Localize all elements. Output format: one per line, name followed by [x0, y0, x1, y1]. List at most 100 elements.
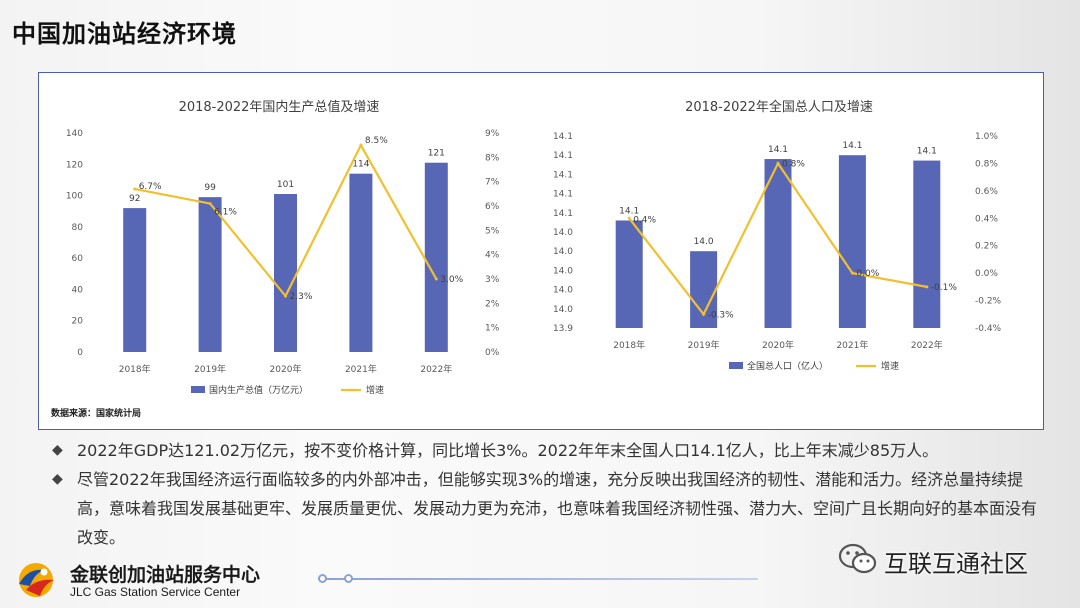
- diamond-bullet-icon: ◆: [52, 442, 63, 458]
- chart-svg: 2018-2022年全国总人口及增速 13.9 14.0 14.0 14.0 14.0 14…: [553, 99, 1002, 372]
- y-right-tick-label: 3%: [485, 275, 500, 285]
- y-right-tick-label: 9%: [485, 129, 500, 139]
- charts-panel: 2018-2022年国内生产总值及增速 0 20 40 60 80 100 120 140 0% 1…: [38, 72, 1044, 430]
- bar: [123, 208, 147, 352]
- y-left-tick-label: 14.0: [553, 266, 573, 276]
- line-point: [434, 277, 438, 281]
- y-left-tick-label: 14.0: [553, 228, 573, 238]
- x-tick-label: 2019年: [194, 363, 226, 375]
- legend-bar-label: 全国总人口（亿人）: [747, 360, 828, 372]
- bar: [349, 173, 373, 352]
- y-left-tick-label: 14.1: [553, 151, 573, 161]
- x-tick-label: 2019年: [688, 339, 720, 351]
- y-right-tick-label: 8%: [485, 153, 500, 163]
- x-tick-label: 2020年: [762, 339, 794, 351]
- y-left-tick-label: 14.1: [553, 190, 573, 200]
- y-left-tick-label: 40: [72, 285, 84, 295]
- bar-data-label: 99: [204, 183, 216, 193]
- line-point: [925, 285, 929, 289]
- line-data-label: -0.3%: [708, 310, 735, 320]
- legend-bar-swatch: [729, 362, 743, 369]
- company-logo: 金联创加油站服务中心 JLC Gas Station Service Cente…: [14, 558, 314, 604]
- x-tick-label: 2021年: [836, 339, 868, 351]
- y-right-tick-label: 2%: [485, 299, 500, 309]
- y-left-tick-label: 14.1: [553, 132, 573, 142]
- line-data-label: 2.3%: [290, 292, 313, 302]
- wechat-icon: [838, 543, 877, 574]
- y-right-tick-label: 1.0%: [975, 132, 998, 142]
- y-right-tick-label: 1%: [485, 324, 500, 334]
- bar-data-label: 14.1: [619, 206, 639, 216]
- bar: [838, 155, 866, 328]
- legend-bar-swatch: [191, 386, 205, 393]
- y-left-tick-label: 100: [66, 192, 83, 202]
- bar: [274, 194, 297, 352]
- y-left-tick-label: 60: [72, 254, 84, 264]
- bar: [913, 160, 941, 328]
- y-left-tick-label: 14.0: [553, 247, 573, 257]
- data-source-note: 数据来源：国家统计局: [51, 409, 142, 419]
- line-data-label: 8.5%: [365, 136, 388, 146]
- legend-bar-label: 国内生产总值（万亿元）: [209, 384, 308, 396]
- bullet-item: ◆ 尽管2022年我国经济运行面临较多的内外部冲击，但能够实现3%的增速，充分反…: [52, 465, 1042, 552]
- bar-data-label: 121: [428, 149, 445, 159]
- bar-data-label: 92: [129, 194, 140, 204]
- y-left-tick-label: 14.0: [553, 286, 573, 296]
- bar-data-label: 14.1: [768, 145, 788, 155]
- bar-data-label: 14.1: [917, 147, 937, 157]
- logo-english-name: JLC Gas Station Service Center: [70, 585, 241, 599]
- y-right-tick-label: -0.4%: [975, 324, 1002, 334]
- chart-svg: 2018-2022年国内生产总值及增速 0 20 40 60 80 100 120 140 0% 1…: [66, 99, 500, 396]
- y-left-tick-label: 14.1: [553, 170, 573, 180]
- diamond-bullet-icon: ◆: [52, 471, 63, 487]
- y-left-tick-label: 0: [77, 348, 83, 358]
- bullet-list: ◆ 2022年GDP达121.02万亿元，按不变价格计算，同比增长3%。2022…: [52, 436, 1042, 552]
- y-left-tick-label: 14.0: [553, 305, 573, 315]
- x-tick-label: 2022年: [420, 363, 452, 375]
- line-point: [702, 312, 706, 316]
- line-point: [359, 143, 363, 147]
- y-left-tick-label: 20: [72, 317, 84, 327]
- y-right-tick-label: 0.6%: [975, 187, 998, 197]
- y-right-tick-label: 0.2%: [975, 242, 998, 252]
- y-left-tick-label: 120: [66, 160, 83, 170]
- footer-divider: [318, 578, 758, 580]
- bullet-text: 2022年GDP达121.02万亿元，按不变价格计算，同比增长3%。2022年年…: [77, 441, 939, 460]
- bar: [424, 162, 448, 352]
- line-data-label: 0.8%: [782, 159, 805, 169]
- jlc-logo-icon: [19, 563, 54, 597]
- y-right-tick-label: -0.2%: [975, 297, 1002, 307]
- legend-line-label: 增速: [366, 384, 384, 396]
- chart-title: 2018-2022年全国总人口及增速: [685, 99, 873, 115]
- bar-data-label: 14.1: [842, 141, 862, 151]
- y-left-tick-label: 140: [66, 129, 83, 139]
- x-tick-label: 2018年: [119, 363, 151, 375]
- y-right-tick-label: 7%: [485, 178, 500, 188]
- line-data-label: 3.0%: [440, 275, 463, 285]
- y-right-tick-label: 0.8%: [975, 159, 998, 169]
- line-data-label: -0.1%: [931, 283, 958, 293]
- chart-title: 2018-2022年国内生产总值及增速: [179, 99, 380, 115]
- x-tick-label: 2022年: [911, 339, 943, 351]
- y-right-tick-label: 4%: [485, 251, 500, 261]
- bullet-item: ◆ 2022年GDP达121.02万亿元，按不变价格计算，同比增长3%。2022…: [52, 436, 1042, 465]
- legend-line-label: 增速: [881, 360, 899, 372]
- line-data-label: 0.0%: [856, 269, 879, 279]
- y-right-tick-label: 0.0%: [975, 269, 998, 279]
- footer-divider-dot: [318, 574, 327, 583]
- bar-data-label: 114: [352, 160, 369, 170]
- x-tick-label: 2021年: [345, 363, 377, 375]
- page-title: 中国加油站经济环境: [12, 20, 237, 48]
- line-point: [284, 294, 287, 298]
- y-right-tick-label: 6%: [485, 202, 500, 212]
- x-tick-label: 2018年: [613, 339, 645, 351]
- line-point: [627, 216, 631, 220]
- line-point: [208, 202, 212, 206]
- line-point: [133, 187, 137, 191]
- footer-divider-dot: [344, 574, 353, 583]
- y-right-tick-label: 0%: [485, 348, 500, 358]
- y-left-tick-label: 13.9: [553, 324, 573, 334]
- bar: [198, 197, 222, 352]
- bar-data-label: 14.0: [694, 237, 714, 247]
- population-chart: 2018-2022年全国总人口及增速 13.9 14.0 14.0 14.0 14.0 14…: [529, 73, 1043, 403]
